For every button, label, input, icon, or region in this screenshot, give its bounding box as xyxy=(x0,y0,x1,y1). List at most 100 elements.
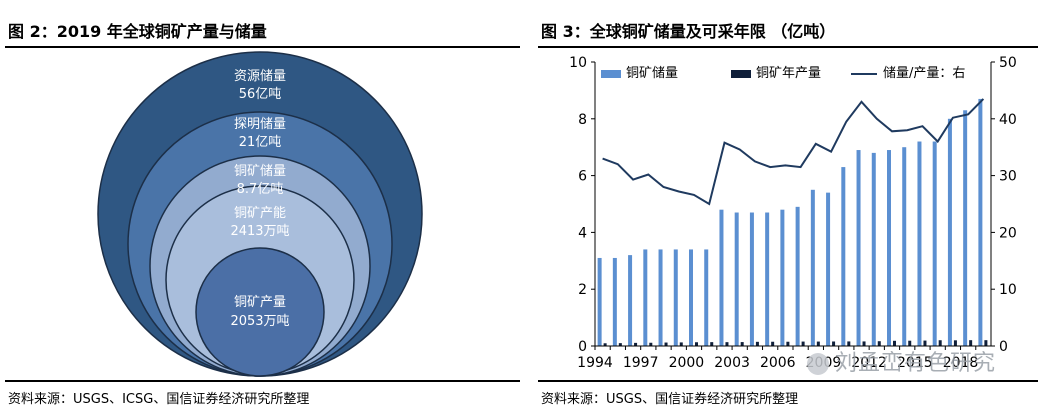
reserve-bar xyxy=(871,152,876,346)
x-tick-label: 1997 xyxy=(623,355,659,371)
watermark: 刘孟峦有色研究 xyxy=(807,345,996,377)
x-tick-label: 2003 xyxy=(714,355,750,371)
left-figure-title: 图 2：2019 年全球铜矿产量与储量 xyxy=(8,22,267,41)
chart-axes: 0 2 4 6 8 10 0 10 20 30 40 50 1994 1997 2000 2003 2006 20… xyxy=(569,55,1017,371)
output-bar xyxy=(710,342,714,346)
output-bar xyxy=(725,342,729,346)
reserve-bar xyxy=(887,150,891,346)
ratio-line xyxy=(602,98,985,206)
legend-label-output: 铜矿年产量 xyxy=(756,66,821,81)
output-bar xyxy=(786,341,790,346)
reserve-bar xyxy=(932,141,937,346)
output-bar xyxy=(755,341,759,346)
output-bar xyxy=(771,341,775,346)
output-bar xyxy=(893,340,896,346)
reserve-bar xyxy=(719,209,724,346)
left-y-tick-label: 2 xyxy=(578,282,587,298)
reserve-bar xyxy=(643,249,648,346)
right-figure-panel: 图 3：全球铜矿储量及可采年限 （亿吨） 0 2 4 6 8 10 0 10 20 30 40 50 1… xyxy=(533,0,1043,409)
circle-proven-value: 21亿吨 xyxy=(239,135,282,150)
right-source-note: 资料来源：USGS、国信证券经济研究所整理 xyxy=(541,392,799,407)
left-y-tick-label: 6 xyxy=(578,169,587,185)
circle-proven-label: 探明储量 xyxy=(234,117,286,132)
reserve-bar xyxy=(704,249,709,346)
reserve-bar xyxy=(628,255,633,346)
output-bar xyxy=(953,340,957,346)
chart-legend: 铜矿储量 铜矿年产量 储量/产量：右 xyxy=(601,66,965,81)
reserve-bar xyxy=(673,249,678,346)
right-y-tick-label: 20 xyxy=(999,225,1017,241)
x-tick-label: 2015 xyxy=(897,355,933,371)
reserve-bar xyxy=(734,212,739,346)
right-figure-title: 图 3：全球铜矿储量及可采年限 （亿吨） xyxy=(541,22,836,41)
circle-capacity-value: 2413万吨 xyxy=(230,224,289,239)
reserve-bar xyxy=(749,212,754,346)
source-rule xyxy=(5,380,520,382)
reserve-bar xyxy=(795,206,800,346)
output-bar xyxy=(618,343,622,346)
right-y-tick-label: 30 xyxy=(999,169,1017,185)
output-bar xyxy=(832,341,836,346)
output-bar xyxy=(816,341,820,346)
reserve-bar xyxy=(826,192,831,346)
output-bar xyxy=(634,342,638,346)
output-bar xyxy=(969,340,973,346)
copper-reserves-chart: 0 2 4 6 8 10 0 10 20 30 40 50 1994 1997 2000 2003 2006 20… xyxy=(569,55,1017,371)
reserve-bar xyxy=(917,141,922,346)
reserve-bar xyxy=(765,212,770,346)
x-tick-label: 2006 xyxy=(760,355,796,371)
legend-label-reserve: 铜矿储量 xyxy=(626,66,678,81)
left-y-tick-label: 8 xyxy=(578,112,587,128)
reserve-bar xyxy=(780,209,785,346)
x-tick-label: 2012 xyxy=(851,355,887,371)
output-bar xyxy=(908,340,912,346)
left-y-tick-label: 0 xyxy=(578,339,587,355)
legend-swatch-reserve xyxy=(601,70,621,78)
reserve-bar xyxy=(597,257,602,346)
legend-swatch-output xyxy=(731,70,751,78)
legend-label-ratio: 储量/产量：右 xyxy=(883,66,965,81)
output-bars xyxy=(603,340,988,346)
circle-output-label: 铜矿产量 xyxy=(234,295,286,310)
watermark-text: 刘孟峦有色研究 xyxy=(835,351,997,376)
reserve-bar xyxy=(963,110,968,346)
output-bar xyxy=(862,341,866,346)
x-tick-label: 2018 xyxy=(943,355,979,371)
output-bar xyxy=(649,342,653,346)
output-bar xyxy=(923,340,927,346)
right-y-tick-label: 0 xyxy=(999,339,1008,355)
output-bar xyxy=(984,340,988,346)
source-rule xyxy=(538,380,1038,382)
circle-resource-label: 资源储量 xyxy=(234,69,286,84)
circle-output-value: 2053万吨 xyxy=(230,314,289,329)
reserve-bar xyxy=(658,249,663,346)
reserve-bar xyxy=(947,118,952,346)
circle-reserves-value: 8.7亿吨 xyxy=(237,182,284,197)
title-rule xyxy=(538,46,1038,48)
left-source-note: 资料来源：USGS、ICSG、国信证券经济研究所整理 xyxy=(8,392,310,407)
left-figure-panel: 图 2：2019 年全球铜矿产量与储量 资源储量 56亿吨 探明储量 21亿吨 … xyxy=(5,22,520,407)
output-bar xyxy=(847,341,851,346)
nested-circles-diagram: 资源储量 56亿吨 探明储量 21亿吨 铜矿储量 8.7亿吨 铜矿产能 2413… xyxy=(97,51,423,377)
right-y-tick-label: 10 xyxy=(999,282,1017,298)
x-tick-label: 2000 xyxy=(669,355,705,371)
left-y-tick-label: 10 xyxy=(569,55,587,71)
circle-copper-output xyxy=(195,247,325,377)
circle-capacity-label: 铜矿产能 xyxy=(234,206,286,221)
wechat-logo-icon xyxy=(807,353,829,375)
reserve-bars xyxy=(597,98,983,346)
output-bar xyxy=(664,342,668,346)
output-bar xyxy=(938,340,942,346)
output-bar xyxy=(695,342,698,346)
reserve-bar xyxy=(841,167,846,346)
output-bar xyxy=(679,342,683,346)
circle-reserves-label: 铜矿储量 xyxy=(234,164,286,179)
reserve-bar xyxy=(856,150,861,346)
reserve-bar xyxy=(689,249,693,346)
circle-resource-value: 56亿吨 xyxy=(239,87,282,102)
reserve-bar xyxy=(978,98,983,346)
output-bar xyxy=(603,343,607,346)
output-bar xyxy=(740,342,744,346)
title-rule xyxy=(5,46,520,48)
x-tick-label: 1994 xyxy=(577,355,613,371)
